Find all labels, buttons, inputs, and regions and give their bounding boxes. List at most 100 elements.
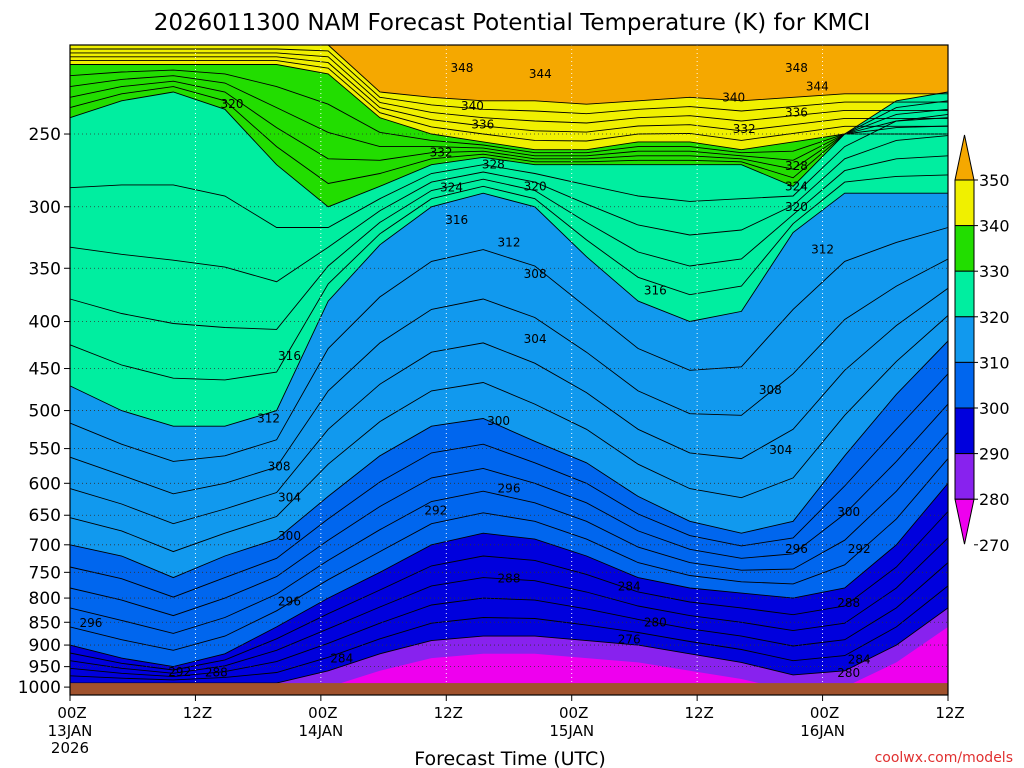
contour-label: 288 — [205, 665, 228, 679]
contour-label: 308 — [524, 267, 547, 281]
x-tick-sublabel: 16JAN — [800, 722, 845, 740]
contour-label: 284 — [618, 579, 641, 593]
contour-label: 320 — [524, 179, 547, 193]
contour-label: 292 — [424, 503, 447, 517]
colorbar-label: 330 — [979, 262, 1010, 281]
contour-label: 340 — [461, 99, 484, 113]
x-tick-sublabel: 2026 — [51, 739, 89, 757]
contour-label: 288 — [837, 596, 860, 610]
x-tick-label: 12Z — [434, 704, 463, 722]
contour-line — [69, 86, 949, 184]
colorbar-label: 280 — [979, 490, 1010, 509]
colorbar-label: 310 — [979, 353, 1010, 372]
x-tick-sublabel: 14JAN — [298, 722, 343, 740]
y-tick-label: 850 — [29, 613, 61, 633]
contour-line — [69, 91, 949, 208]
contour-line — [69, 135, 949, 283]
contour-label: 292 — [848, 542, 871, 556]
contour-line — [69, 155, 949, 330]
pressure-axis: 250 300 350 400 450 500 550 600 650 700 750 800 850 9… — [18, 125, 70, 698]
y-tick-label: 800 — [29, 589, 61, 609]
y-tick-label: 1000 — [18, 678, 61, 698]
contour-line — [69, 227, 949, 462]
colorbar-segment — [954, 179, 975, 227]
x-tick-label: 12Z — [684, 704, 713, 722]
contour-label: 328 — [482, 158, 505, 172]
y-tick-label: 500 — [29, 402, 61, 422]
contour-line — [70, 52, 948, 124]
colorbar-arrow-bottom — [954, 498, 975, 545]
contour-label: 284 — [330, 652, 353, 666]
ground-surface — [70, 683, 948, 695]
y-tick-label: 300 — [29, 198, 61, 218]
colorbar-segment — [954, 453, 975, 500]
contour-label: 324 — [785, 179, 808, 193]
contour-label: 308 — [759, 383, 782, 397]
contour-label: 348 — [785, 61, 808, 75]
colorbar-label: 320 — [979, 308, 1010, 327]
contour-line — [69, 340, 949, 579]
y-tick-label: 700 — [29, 536, 61, 556]
colorbar: 350 340 330 320 310 300 290 280 270 — [954, 134, 1010, 555]
contour-line — [69, 458, 949, 651]
colorbar-label: 290 — [979, 445, 1010, 464]
plot-area: 348 344 348 344 320 340 336 340 336 332 332 328 328 3… — [69, 44, 949, 696]
y-tick-label: 400 — [29, 313, 61, 333]
contour-label: 328 — [785, 159, 808, 173]
y-tick-label: 600 — [29, 474, 61, 494]
y-tick-label: 750 — [29, 563, 61, 583]
y-tick-label: 950 — [29, 658, 61, 678]
contour-label: 300 — [487, 414, 510, 428]
contour-line — [69, 192, 948, 427]
colorbar-label: 270 — [979, 536, 1010, 555]
colorbar-label: 300 — [979, 399, 1010, 418]
contour-label: 340 — [722, 90, 745, 104]
contour-label: 296 — [498, 482, 521, 496]
contour-label: 296 — [79, 616, 102, 630]
plot-frame — [69, 44, 949, 696]
contour-line — [69, 537, 949, 674]
contour-label: 336 — [471, 117, 494, 131]
contour-label: 312 — [498, 235, 521, 249]
y-tick-label: 650 — [29, 506, 61, 526]
contour-label: 296 — [278, 595, 301, 609]
contour-label: 304 — [524, 332, 547, 346]
contour-label: 332 — [733, 122, 756, 136]
colorbar-segment — [954, 270, 975, 318]
x-tick-label: 00Z — [559, 704, 588, 722]
colorbar-segment — [954, 316, 975, 363]
theta-layer-290 — [70, 483, 948, 695]
y-tick-label: 550 — [29, 440, 61, 460]
y-tick-label: 350 — [29, 259, 61, 279]
y-tick-label: 450 — [29, 360, 61, 380]
colorbar-label: 340 — [979, 217, 1010, 236]
contour-line — [69, 75, 949, 161]
contour-line — [69, 483, 949, 668]
contour-label: 344 — [806, 80, 829, 94]
contour-line — [70, 64, 948, 151]
contour-label: 336 — [785, 106, 808, 120]
contour-line — [70, 56, 948, 133]
contour-label: 300 — [837, 505, 860, 519]
contour-label: 320 — [221, 97, 244, 111]
theta-layer-270 — [70, 626, 948, 695]
theta-contour-lines — [69, 44, 949, 684]
colorbar-segment — [954, 361, 975, 409]
contour-line — [69, 258, 949, 495]
colorbar-arrow-top — [954, 134, 975, 181]
contour-line — [69, 373, 949, 598]
colorbar-segment — [954, 407, 975, 455]
contour-label: 348 — [451, 61, 474, 75]
contour-label: 304 — [278, 491, 301, 505]
contour-label: 316 — [278, 349, 301, 363]
contour-label: 316 — [445, 213, 468, 227]
contour-label: 320 — [785, 200, 808, 214]
x-tick-label: 12Z — [183, 704, 212, 722]
contour-label: 280 — [837, 666, 860, 680]
contour-line — [69, 174, 949, 381]
contour-label: 324 — [440, 181, 463, 195]
contour-label: 296 — [785, 542, 808, 556]
contour-line — [69, 511, 949, 671]
contour-label: 280 — [644, 616, 667, 630]
